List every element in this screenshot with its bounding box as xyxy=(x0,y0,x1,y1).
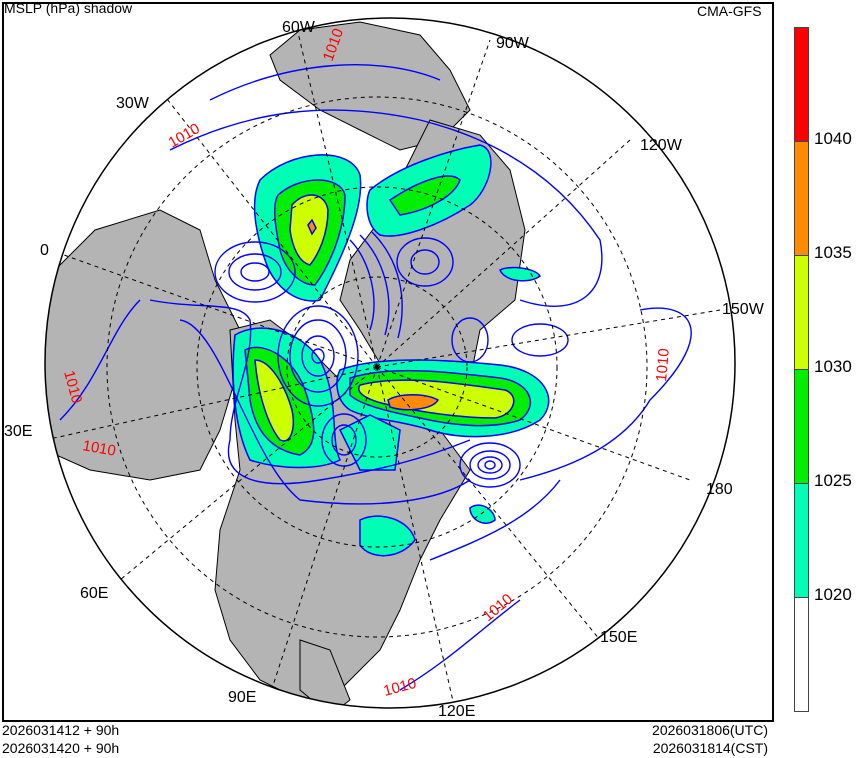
lon-label-30w: 30W xyxy=(116,95,149,112)
contour-label: 1010 xyxy=(480,591,516,625)
init-time-utc: 2026031412 + 90h xyxy=(2,722,120,738)
lon-label-90e: 90E xyxy=(228,689,257,706)
isobars xyxy=(59,64,692,691)
lon-label-150e: 150E xyxy=(600,629,638,646)
map-frame xyxy=(2,2,774,722)
valid-time-utc: 2026031806(UTC) xyxy=(652,722,768,738)
colorbar-label: 1025 xyxy=(814,471,852,490)
contour-label: 1010 xyxy=(653,348,673,383)
lon-label-120e: 120E xyxy=(438,703,476,720)
contour-label: 1010 xyxy=(382,675,419,700)
colorbar-label: 1030 xyxy=(814,357,852,376)
init-time-cst: 2026031420 + 90h xyxy=(2,740,120,756)
map-boundary xyxy=(44,17,736,709)
lon-label-30e: 30E xyxy=(4,423,33,440)
lon-label-120w: 120W xyxy=(640,137,682,154)
lon-label-60w: 60W xyxy=(282,19,315,36)
lon-label-150w: 150W xyxy=(722,301,764,318)
pressure-shading xyxy=(232,144,550,557)
colorbar-segment-1035-1040 xyxy=(794,141,809,256)
contour-labels: 1010 1010 1010 1010 1010 1010 1010 xyxy=(60,26,673,700)
africa-europe xyxy=(45,209,241,481)
lon-label-180: 180 xyxy=(706,481,733,498)
model-name: CMA-GFS xyxy=(697,3,762,19)
graticule xyxy=(45,19,721,708)
colorbar-label: 1035 xyxy=(814,243,852,262)
colorbar-segment-1030-1035 xyxy=(794,255,809,370)
valid-time-cst: 2026031814(CST) xyxy=(652,740,768,756)
chart-title: MSLP (hPa) shadow xyxy=(4,0,133,16)
contour-label: 1010 xyxy=(166,120,203,151)
colorbar-segment-1025-1030 xyxy=(794,369,809,484)
colorbar-label: 1040 xyxy=(814,129,852,148)
lon-label-90w: 90W xyxy=(496,35,529,52)
colorbar-segment-1020-1025 xyxy=(794,483,809,598)
colorbar-segment-gt1040 xyxy=(794,27,809,142)
contour-label: 1010 xyxy=(81,437,117,460)
colorbar-label: 1020 xyxy=(814,585,852,604)
lon-label-0: 0 xyxy=(40,242,49,259)
greenland xyxy=(269,21,471,151)
colorbar-segment-lt1020 xyxy=(794,597,809,712)
lon-label-60e: 60E xyxy=(80,585,109,602)
